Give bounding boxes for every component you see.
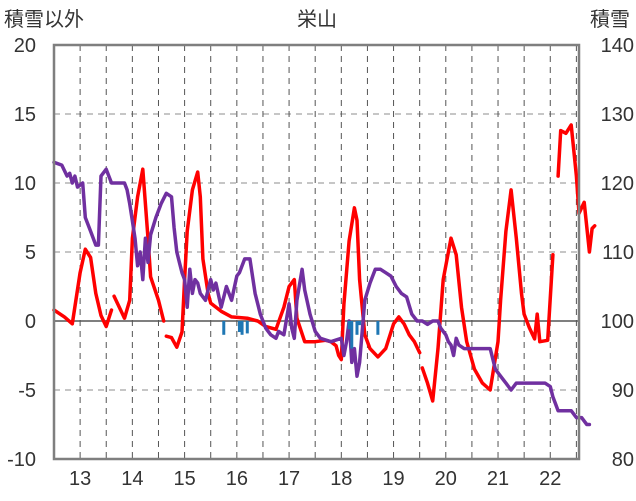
right-tick-2: 120 <box>601 173 634 195</box>
right-tick-6: 80 <box>612 449 634 471</box>
x-tick-6: 19 <box>382 468 404 490</box>
right-tick-3: 110 <box>602 242 634 264</box>
right-tick-4: 100 <box>601 311 634 333</box>
x-tick-1: 14 <box>121 468 143 490</box>
left-axis-title: 積雪以外 <box>4 7 84 31</box>
precipitation-bar-0 <box>222 321 226 335</box>
temperature-line-4 <box>556 123 597 254</box>
temperature-line-2 <box>164 170 422 362</box>
precipitation-bar-4 <box>347 321 351 330</box>
precipitation-bar-2 <box>240 321 244 335</box>
precipitation-bar-3 <box>245 321 249 334</box>
chart-title: 栄山 <box>297 7 337 31</box>
x-tick-9: 22 <box>539 468 561 490</box>
precipitation-bar-8 <box>376 321 380 335</box>
temperature-line-3 <box>420 188 555 403</box>
right-axis-title: 積雪 <box>590 7 630 31</box>
x-tick-3: 16 <box>226 468 248 490</box>
precipitation-bar-7 <box>358 321 362 326</box>
left-tick-1: 15 <box>14 104 36 126</box>
x-tick-5: 18 <box>330 468 352 490</box>
precipitation-bar-6 <box>355 321 359 335</box>
left-tick-2: 10 <box>14 173 36 195</box>
left-tick-4: 0 <box>25 311 36 333</box>
left-tick-6: -10 <box>7 449 36 471</box>
left-tick-5: -5 <box>18 380 36 402</box>
precipitation-bar-5 <box>350 321 354 349</box>
series-layer <box>52 123 597 427</box>
plot-frame <box>52 43 581 461</box>
right-tick-0: 140 <box>601 35 634 57</box>
left-tick-0: 20 <box>14 35 36 57</box>
right-tick-5: 90 <box>612 380 634 402</box>
x-tick-4: 17 <box>278 468 300 490</box>
tick-labels: 20 15 10 5 0 -5 -10 140 130 120 110 100 90 80 13 14 15 16… <box>7 35 634 490</box>
x-tick-8: 21 <box>487 468 509 490</box>
x-tick-7: 20 <box>435 468 457 490</box>
snow_depth-line-0 <box>52 160 592 427</box>
x-tick-2: 15 <box>173 468 195 490</box>
temperature-line-1 <box>112 167 166 323</box>
left-tick-3: 5 <box>25 242 36 264</box>
precipitation-bar-1 <box>237 321 241 333</box>
x-tick-0: 13 <box>69 468 91 490</box>
temperature-line-0 <box>52 247 114 329</box>
right-tick-1: 130 <box>601 104 634 126</box>
